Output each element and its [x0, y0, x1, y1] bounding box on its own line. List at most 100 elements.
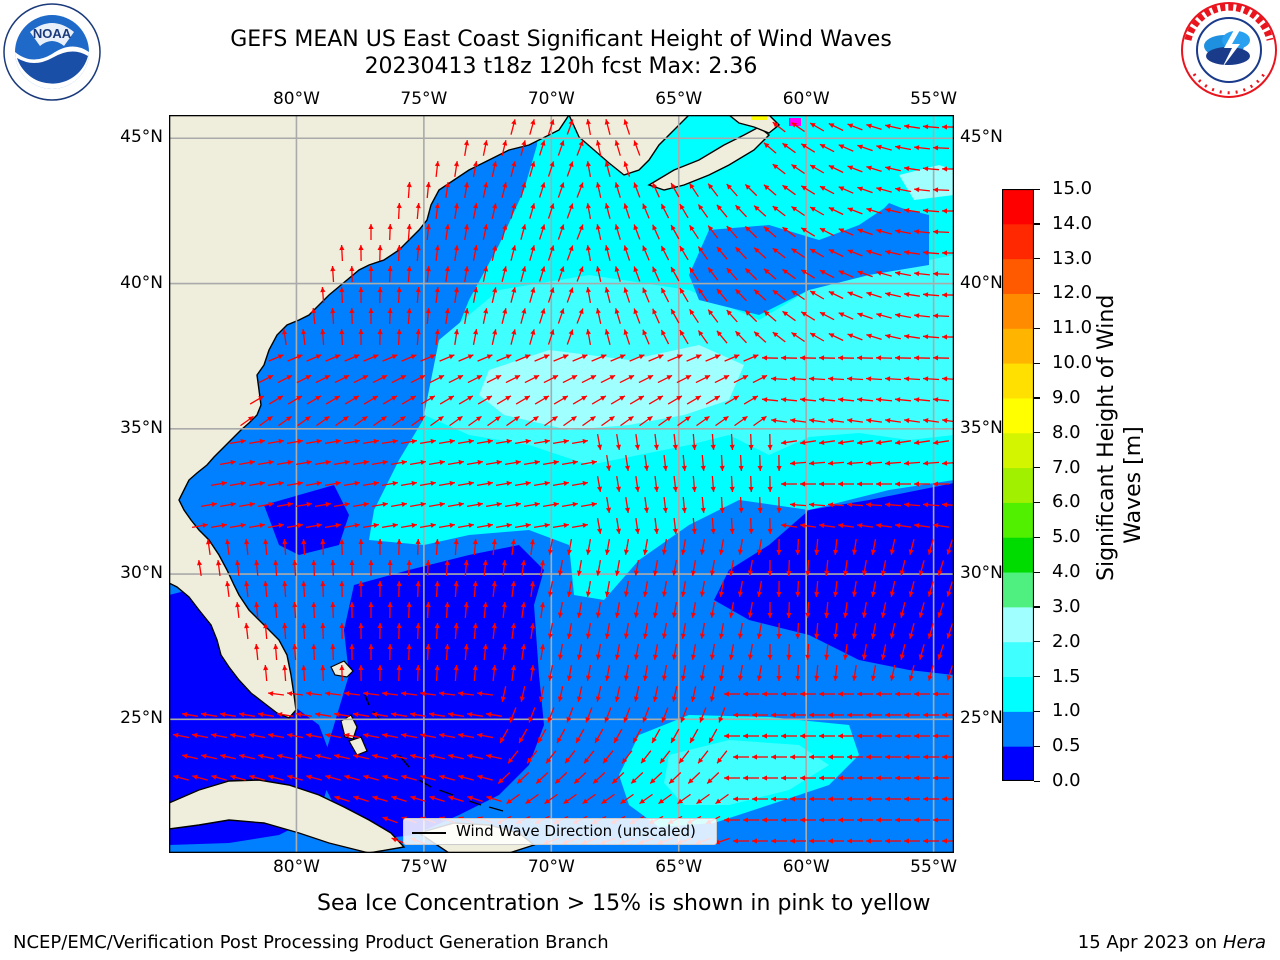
- wave-direction-arrow: [914, 439, 930, 445]
- wave-direction-arrow: [611, 772, 625, 784]
- wave-direction-arrow: [257, 501, 275, 508]
- wave-direction-arrow: [847, 754, 863, 760]
- wave-direction-arrow: [472, 580, 478, 598]
- wave-direction-arrow: [419, 438, 437, 445]
- wave-direction-arrow: [681, 496, 687, 514]
- wave-direction-arrow: [377, 622, 383, 640]
- wave-direction-arrow: [620, 793, 634, 805]
- wave-direction-arrow: [301, 622, 307, 640]
- wave-direction-arrow: [800, 733, 816, 739]
- wave-direction-arrow: [699, 538, 706, 556]
- wave-direction-arrow: [305, 732, 323, 739]
- wave-direction-arrow: [847, 712, 863, 718]
- wave-direction-arrow: [621, 750, 633, 764]
- wave-direction-arrow: [790, 712, 806, 718]
- wave-direction-arrow: [837, 355, 855, 361]
- wave-direction-arrow: [219, 459, 237, 466]
- wave-direction-arrow: [557, 643, 564, 661]
- wave-direction-arrow: [320, 286, 326, 304]
- wave-direction-arrow: [827, 460, 845, 466]
- wave-direction-arrow: [324, 522, 342, 529]
- wave-direction-arrow: [314, 501, 332, 508]
- wave-direction-arrow: [600, 374, 616, 384]
- wave-direction-arrow: [658, 793, 672, 805]
- wave-direction-arrow: [716, 750, 728, 764]
- wave-direction-arrow: [509, 707, 517, 723]
- wave-direction-arrow: [444, 643, 450, 661]
- wave-direction-arrow: [363, 691, 379, 697]
- wave-direction-arrow: [330, 265, 336, 283]
- wave-direction-arrow: [776, 580, 782, 598]
- wave-direction-arrow: [614, 643, 621, 661]
- vector-legend-line: [412, 832, 446, 834]
- wave-direction-arrow: [381, 438, 399, 445]
- wave-direction-arrow: [857, 523, 873, 529]
- wave-direction-arrow: [679, 287, 689, 303]
- wave-direction-arrow: [448, 753, 464, 760]
- wave-direction-arrow: [447, 501, 465, 508]
- wave-direction-arrow: [415, 664, 421, 682]
- wave-direction-arrow: [885, 712, 901, 718]
- wave-direction-arrow: [870, 622, 877, 640]
- wave-direction-arrow: [535, 772, 549, 784]
- colorbar-tick: [1034, 745, 1040, 747]
- lon-label-bottom: 75°W: [400, 857, 448, 877]
- wave-direction-arrow: [557, 266, 565, 282]
- colorbar-segment: [1002, 676, 1034, 712]
- wave-direction-arrow: [904, 418, 920, 424]
- wave-direction-arrow: [325, 774, 341, 781]
- wave-direction-arrow: [463, 223, 470, 241]
- wave-direction-arrow: [292, 559, 298, 577]
- wave-direction-arrow: [362, 522, 380, 529]
- wave-direction-arrow: [623, 622, 630, 640]
- wave-direction-arrow: [211, 774, 227, 781]
- wave-height-map: [169, 115, 954, 853]
- wave-direction-arrow: [710, 517, 716, 535]
- wave-direction-arrow: [772, 205, 786, 217]
- wave-direction-arrow: [523, 459, 541, 466]
- wave-direction-arrow: [762, 817, 778, 823]
- wave-direction-arrow: [789, 460, 807, 466]
- wave-direction-arrow: [604, 245, 611, 261]
- wave-direction-arrow: [353, 374, 369, 384]
- wave-direction-arrow: [771, 712, 787, 718]
- wave-direction-arrow: [894, 186, 912, 193]
- wave-direction-arrow: [614, 182, 621, 198]
- wave-zone-2-3: [479, 345, 744, 430]
- wave-direction-arrow: [733, 754, 749, 760]
- wave-direction-arrow: [292, 643, 298, 661]
- wave-direction-arrow: [643, 497, 649, 513]
- wave-direction-arrow: [595, 182, 602, 198]
- wave-direction-arrow: [244, 580, 250, 598]
- wave-direction-arrow: [932, 397, 950, 403]
- wave-direction-arrow: [707, 267, 719, 281]
- wave-direction-arrow: [510, 119, 517, 135]
- lon-label-top: 65°W: [655, 89, 703, 109]
- wave-direction-arrow: [529, 665, 535, 681]
- wave-direction-arrow: [476, 522, 494, 529]
- wave-direction-arrow: [771, 754, 787, 760]
- colorbar-title-line2: Waves [m]: [1121, 426, 1146, 544]
- wave-direction-arrow: [596, 517, 603, 535]
- wave-direction-arrow: [614, 266, 621, 282]
- wave-direction-arrow: [419, 480, 437, 487]
- wave-direction-arrow: [728, 643, 735, 661]
- wave-direction-arrow: [689, 224, 699, 240]
- wave-direction-arrow: [528, 707, 536, 723]
- wave-direction-arrow: [491, 203, 498, 219]
- wave-direction-arrow: [914, 229, 930, 235]
- wave-direction-arrow: [453, 245, 459, 261]
- wave-direction-arrow: [334, 795, 350, 803]
- wave-direction-arrow: [615, 475, 621, 493]
- wave-direction-arrow: [762, 691, 778, 697]
- wave-direction-arrow: [756, 580, 763, 598]
- colorbar-segment: [1002, 606, 1034, 643]
- lon-label-top: 60°W: [782, 89, 830, 109]
- wave-direction-arrow: [933, 817, 949, 823]
- wave-direction-arrow: [610, 395, 626, 405]
- colorbar-segment: [1002, 711, 1034, 747]
- wave-direction-arrow: [210, 480, 228, 487]
- wave-direction-arrow: [396, 580, 402, 598]
- wave-direction-arrow: [690, 559, 697, 577]
- wave-direction-arrow: [401, 774, 417, 781]
